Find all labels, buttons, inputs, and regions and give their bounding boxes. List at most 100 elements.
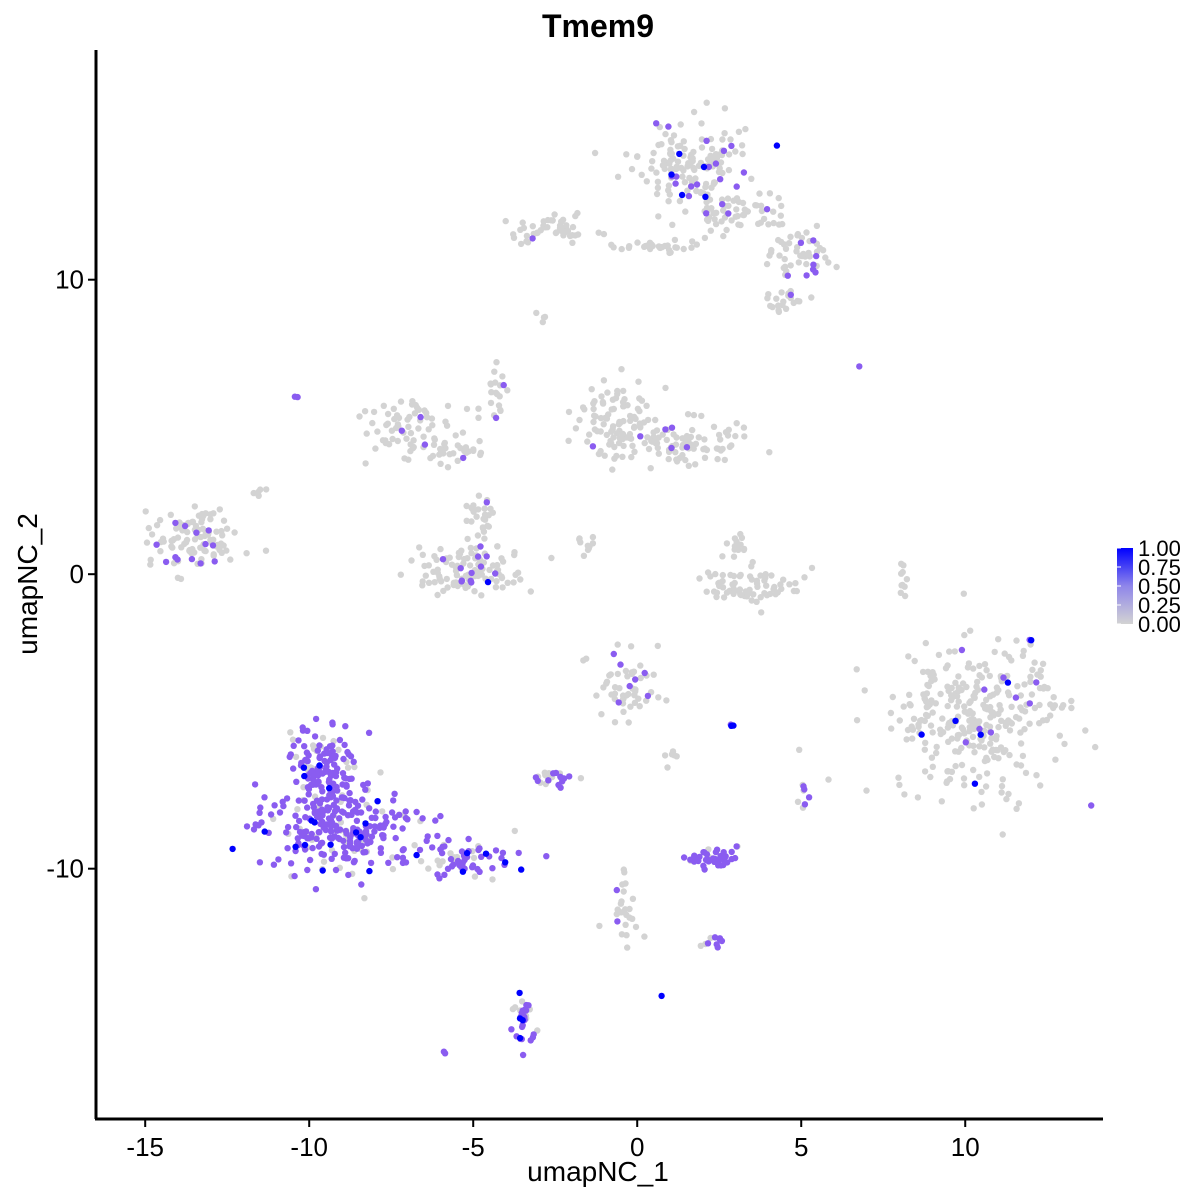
scatter-point (308, 817, 315, 824)
scatter-point (439, 556, 447, 563)
scatter-point (431, 579, 438, 586)
scatter-point (335, 746, 342, 753)
scatter-point (1000, 674, 1007, 681)
scatter-point (478, 853, 485, 860)
scatter-point (918, 731, 925, 738)
scatter-point (338, 808, 346, 815)
scatter-point (316, 742, 323, 749)
scatter-point (717, 436, 724, 443)
scatter-point (983, 770, 991, 777)
scatter-point (390, 405, 397, 412)
scatter-point (720, 232, 727, 240)
scatter-point (719, 201, 726, 208)
scatter-point (721, 105, 729, 112)
scatter-point (734, 212, 741, 220)
scatter-point (366, 805, 373, 812)
scatter-point (334, 787, 341, 794)
scatter-point (720, 147, 728, 154)
scatter-point (785, 240, 793, 247)
scatter-point (655, 450, 662, 457)
scatter-point (389, 435, 396, 443)
scatter-point (716, 582, 724, 590)
scatter-point (316, 800, 324, 807)
scatter-point (360, 849, 367, 856)
scatter-point (976, 725, 983, 733)
scatter-point (382, 813, 389, 821)
scatter-point (231, 529, 238, 536)
scatter-point (415, 406, 422, 413)
scatter-point (938, 798, 945, 805)
scatter-point (712, 151, 720, 158)
scatter-point (609, 423, 617, 430)
scatter-point (787, 291, 794, 298)
scatter-point (346, 843, 353, 850)
scatter-point (421, 562, 428, 570)
scatter-point (621, 396, 628, 403)
scatter-point (467, 577, 474, 584)
scatter-point (604, 389, 611, 396)
scatter-point (995, 710, 1002, 717)
scatter-point (714, 455, 721, 463)
scatter-point (767, 302, 774, 310)
scatter-point (623, 151, 630, 158)
scatter-point (617, 900, 625, 907)
scatter-point (730, 585, 737, 592)
scatter-point (888, 725, 895, 732)
scatter-point (665, 182, 673, 189)
scatter-point (148, 531, 156, 538)
scatter-point (1033, 679, 1040, 686)
y-axis-ticks: -10 0 10 (46, 265, 96, 884)
scatter-point (300, 829, 307, 836)
scatter-point (287, 860, 295, 867)
scatter-point (693, 241, 700, 248)
scatter-point (717, 159, 725, 166)
scatter-point (744, 590, 752, 598)
scatter-point (720, 207, 727, 214)
scatter-point (480, 515, 487, 522)
scatter-point (643, 178, 650, 185)
scatter-point (529, 235, 536, 242)
scatter-point (169, 544, 176, 551)
scatter-point (372, 808, 379, 815)
scatter-point (333, 797, 340, 804)
scatter-point (178, 544, 185, 551)
scatter-point (929, 669, 936, 676)
scatter-point (301, 797, 308, 804)
scatter-point (193, 529, 200, 536)
scatter-point (492, 570, 499, 577)
scatter-point (992, 746, 1000, 754)
scatter-point (808, 294, 815, 301)
scatter-point (459, 429, 467, 436)
scatter-point (361, 408, 369, 415)
scatter-point (955, 698, 962, 705)
scatter-point (679, 451, 686, 459)
scatter-point (1003, 795, 1010, 803)
scatter-point (475, 492, 483, 499)
scatter-point (336, 815, 343, 822)
scatter-point (771, 583, 778, 591)
scatter-point (813, 222, 821, 230)
scatter-point (924, 712, 931, 719)
scatter-point (724, 432, 732, 439)
scatter-point (792, 580, 799, 587)
scatter-point (733, 183, 740, 190)
scatter-point (695, 434, 702, 441)
scatter-point (777, 581, 784, 588)
scatter-point (732, 432, 739, 440)
scatter-point (622, 921, 629, 928)
scatter-point (970, 766, 977, 774)
scatter-point (474, 553, 482, 560)
scatter-point (1014, 683, 1021, 690)
scatter-point (970, 692, 977, 700)
scatter-point (660, 157, 668, 164)
scatter-point (339, 770, 347, 777)
scatter-point (653, 190, 661, 198)
scatter-point (735, 221, 742, 228)
scatter-point (641, 933, 648, 940)
scatter-point (603, 431, 610, 439)
scatter-point (856, 363, 863, 370)
scatter-point (644, 692, 652, 700)
scatter-point (961, 631, 968, 639)
scatter-point (367, 859, 375, 867)
scatter-point (261, 794, 268, 801)
